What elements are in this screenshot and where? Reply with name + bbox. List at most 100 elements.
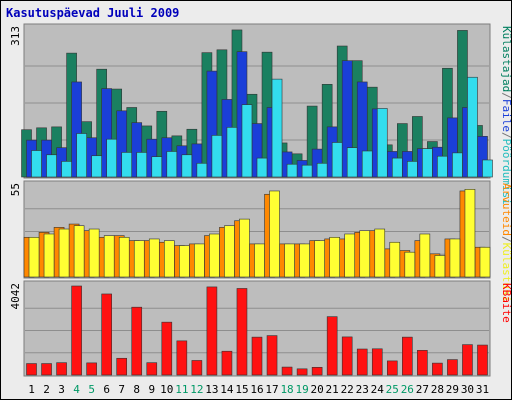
top-bar-pöördumisi-day-5 — [91, 155, 102, 178]
middle-bar-külastusi-day-14 — [224, 225, 235, 278]
bottom-bar-kbaite-day-7 — [116, 357, 128, 376]
x-tick-label-day-17: 17 — [265, 383, 278, 396]
top-bar-pöördumisi-day-22 — [346, 147, 358, 178]
x-tick-label-day-11: 11 — [175, 383, 188, 396]
top-bar-pöördumisi-day-25 — [391, 157, 403, 178]
middle-bar-külastusi-day-21 — [329, 236, 340, 278]
top-bar-pöördumisi-day-29 — [452, 152, 463, 178]
top-max-value-label: 313 — [9, 26, 22, 46]
middle-bar-külastusi-day-20 — [314, 240, 325, 278]
bottom-bar-kbaite-day-11 — [176, 340, 188, 376]
x-tick-label-day-4: 4 — [73, 383, 80, 396]
bottom-bar-kbaite-day-4 — [71, 285, 82, 376]
x-axis-day-labels: 1 2 3 4 5 6 7 8 9 10 11 12 13 14 15 16 17 18 19 20 21 22 23 24 2… — [28, 383, 489, 396]
x-tick-label-day-18: 18 — [280, 383, 293, 396]
x-tick-label-day-7: 7 — [118, 383, 125, 396]
middle-bar-külastusi-day-30 — [464, 189, 476, 278]
middle-bar-külastusi-day-19 — [299, 243, 310, 278]
middle-bar-külastusi-day-28 — [434, 255, 446, 278]
middle-bar-külastusi-day-23 — [359, 230, 371, 278]
middle-bar-külastusi-day-22 — [344, 233, 355, 278]
x-tick-label-day-25: 25 — [386, 383, 399, 396]
panel-top: 313 Külastajad/Faile/Pöördumisi — [9, 23, 512, 205]
legend-part: Külastajad — [500, 26, 512, 92]
middle-bar-külastusi-day-9 — [148, 238, 160, 278]
top-bar-pöördumisi-day-28 — [437, 155, 448, 178]
x-tick-label-day-29: 29 — [446, 383, 459, 396]
bottom-bar-kbaite-day-6 — [101, 293, 112, 376]
bottom-bar-kbaite-day-29 — [447, 359, 458, 376]
bottom-bar-kbaite-day-10 — [161, 321, 173, 376]
x-tick-label-day-28: 28 — [431, 383, 444, 396]
x-tick-label-day-12: 12 — [190, 383, 203, 396]
x-tick-label-day-23: 23 — [356, 383, 369, 396]
bottom-bar-kbaite-day-14 — [221, 350, 233, 376]
bottom-bar-kbaite-day-2 — [41, 363, 52, 376]
bottom-bar-kbaite-day-23 — [356, 348, 368, 376]
middle-bar-külastusi-day-7 — [118, 236, 130, 278]
middle-bar-külastusi-day-15 — [239, 218, 250, 278]
middle-bar-külastusi-day-25 — [389, 241, 401, 278]
top-bar-pöördumisi-day-8 — [136, 152, 148, 178]
top-bar-pöördumisi-day-27 — [422, 148, 433, 178]
middle-bar-külastusi-day-4 — [73, 225, 85, 278]
top-bar-pöördumisi-day-15 — [241, 104, 253, 178]
bottom-bar-kbaite-day-1 — [26, 363, 37, 376]
x-tick-label-day-1: 1 — [28, 383, 35, 396]
bottom-bar-kbaite-day-21 — [326, 316, 338, 376]
top-bar-pöördumisi-day-14 — [226, 127, 238, 178]
bottom-bar-kbaite-day-17 — [266, 335, 278, 376]
middle-bar-külastusi-day-17 — [269, 190, 280, 278]
bottom-bar-kbaite-day-13 — [206, 286, 218, 376]
middle-bar-külastusi-day-5 — [88, 228, 100, 278]
bottom-bar-kbaite-day-9 — [146, 362, 158, 376]
top-bar-pöördumisi-day-3 — [61, 161, 72, 178]
legend-part: Arvuteid — [500, 183, 512, 236]
top-bar-pöördumisi-day-26 — [407, 161, 418, 178]
x-tick-label-day-8: 8 — [133, 383, 140, 396]
legend-part: Faile — [500, 99, 512, 132]
middle-bar-külastusi-day-16 — [254, 243, 265, 278]
bottom-bar-kbaite-day-5 — [86, 362, 97, 376]
top-bar-pöördumisi-day-13 — [211, 135, 223, 178]
bottom-bar-kbaite-day-8 — [131, 306, 143, 376]
middle-max-value-label: 55 — [9, 183, 22, 196]
x-tick-label-day-9: 9 — [148, 383, 155, 396]
panel-middle: 55 Arvuteid/Külastusi — [9, 180, 512, 302]
middle-series-legend: Arvuteid/Külastusi — [500, 183, 512, 302]
x-tick-label-day-14: 14 — [220, 383, 234, 396]
legend-part: KBaite — [500, 283, 512, 323]
top-bar-pöördumisi-day-24 — [376, 108, 388, 178]
top-bar-pöördumisi-day-12 — [196, 162, 208, 178]
bottom-bar-kbaite-day-30 — [462, 344, 473, 376]
top-bar-pöördumisi-day-30 — [467, 76, 478, 178]
legend-part: / — [500, 236, 512, 243]
x-tick-label-day-13: 13 — [205, 383, 218, 396]
middle-bar-külastusi-day-13 — [209, 233, 220, 278]
middle-bar-külastusi-day-31 — [479, 246, 491, 278]
middle-bar-külastusi-day-12 — [194, 243, 205, 278]
top-bar-pöördumisi-day-1 — [31, 150, 42, 178]
top-bar-pöördumisi-day-18 — [286, 163, 298, 178]
bottom-bar-kbaite-day-20 — [311, 366, 323, 376]
bottom-bar-kbaite-day-25 — [386, 360, 398, 376]
middle-bar-külastusi-day-27 — [419, 233, 431, 278]
x-tick-label-day-10: 10 — [160, 383, 173, 396]
bottom-bar-kbaite-day-31 — [477, 344, 488, 376]
top-bar-pöördumisi-day-23 — [361, 150, 373, 178]
x-tick-label-day-3: 3 — [58, 383, 65, 396]
chart-title: Kasutuspäevad Juuli 2009 — [6, 6, 179, 20]
x-tick-label-day-26: 26 — [401, 383, 414, 396]
x-tick-label-day-5: 5 — [88, 383, 95, 396]
middle-bar-külastusi-day-8 — [133, 240, 145, 278]
middle-bar-külastusi-day-2 — [43, 233, 55, 278]
x-tick-label-day-19: 19 — [295, 383, 308, 396]
middle-bar-külastusi-day-3 — [58, 228, 70, 278]
x-tick-label-day-16: 16 — [250, 383, 263, 396]
legend-part: Pöördumisi — [500, 139, 512, 205]
x-tick-label-day-21: 21 — [326, 383, 339, 396]
top-bar-pöördumisi-day-16 — [256, 157, 268, 178]
